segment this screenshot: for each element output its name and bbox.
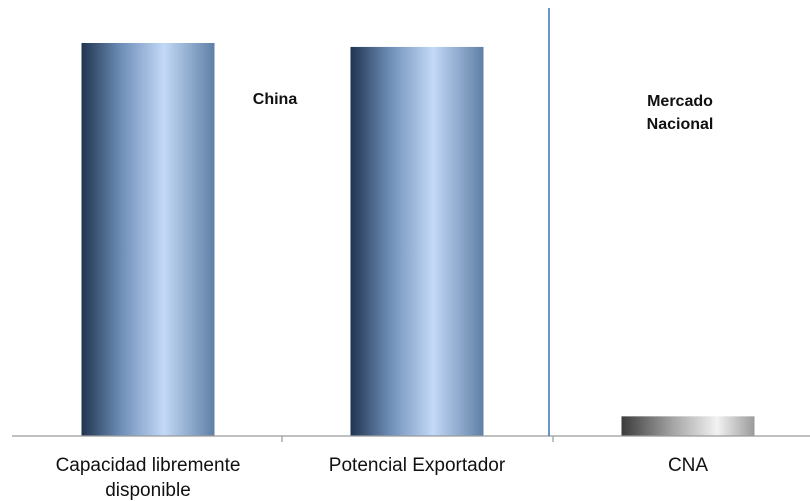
annotation-mercado-line2: Nacional bbox=[647, 116, 714, 133]
category-label-cna: CNA bbox=[668, 455, 708, 476]
annotation-china: China bbox=[253, 91, 298, 108]
bar-cna bbox=[621, 416, 755, 436]
category-label-capacidad-line1: Capacidad libremente bbox=[56, 455, 241, 476]
category-label-potencial: Potencial Exportador bbox=[329, 455, 506, 476]
annotation-mercado-line1: Mercado bbox=[647, 93, 713, 110]
category-label-capacidad-line2: disponible bbox=[105, 480, 191, 501]
bar-potencial-exportador bbox=[350, 46, 484, 437]
bars-group bbox=[81, 43, 755, 437]
bar-capacidad-libremente-disponible bbox=[81, 43, 215, 436]
